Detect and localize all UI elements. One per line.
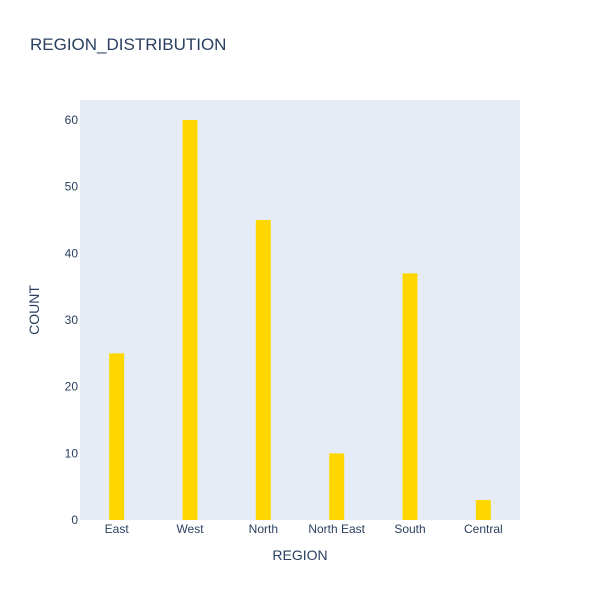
y-tick-label: 50: [65, 180, 79, 194]
x-tick-label: Central: [464, 522, 503, 536]
y-tick-label: 60: [65, 113, 79, 127]
x-tick-label: South: [394, 522, 425, 536]
y-tick-labels: 0 10 20 30 40 50 60: [65, 113, 79, 527]
bar-west: [182, 120, 198, 520]
y-tick-label: 20: [65, 380, 79, 394]
y-tick-label: 0: [71, 513, 78, 527]
x-axis-label: REGION: [272, 547, 327, 563]
y-tick-label: 40: [65, 246, 79, 260]
x-tick-label: North: [249, 522, 278, 536]
y-axis-label: COUNT: [26, 285, 42, 335]
bar-north-east: [329, 453, 345, 520]
bar-east: [109, 353, 125, 520]
chart-title: REGION_DISTRIBUTION: [30, 35, 226, 54]
bar-south: [402, 273, 418, 520]
x-tick-label: North East: [308, 522, 365, 536]
plot-background: [80, 100, 520, 520]
y-tick-label: 10: [65, 446, 79, 460]
x-tick-label: East: [105, 522, 130, 536]
bar-north: [255, 220, 271, 520]
x-tick-labels: East West North North East South Central: [105, 522, 503, 536]
bars-group: [109, 120, 491, 520]
x-tick-label: West: [176, 522, 204, 536]
bar-central: [475, 500, 491, 520]
y-tick-label: 30: [65, 313, 79, 327]
